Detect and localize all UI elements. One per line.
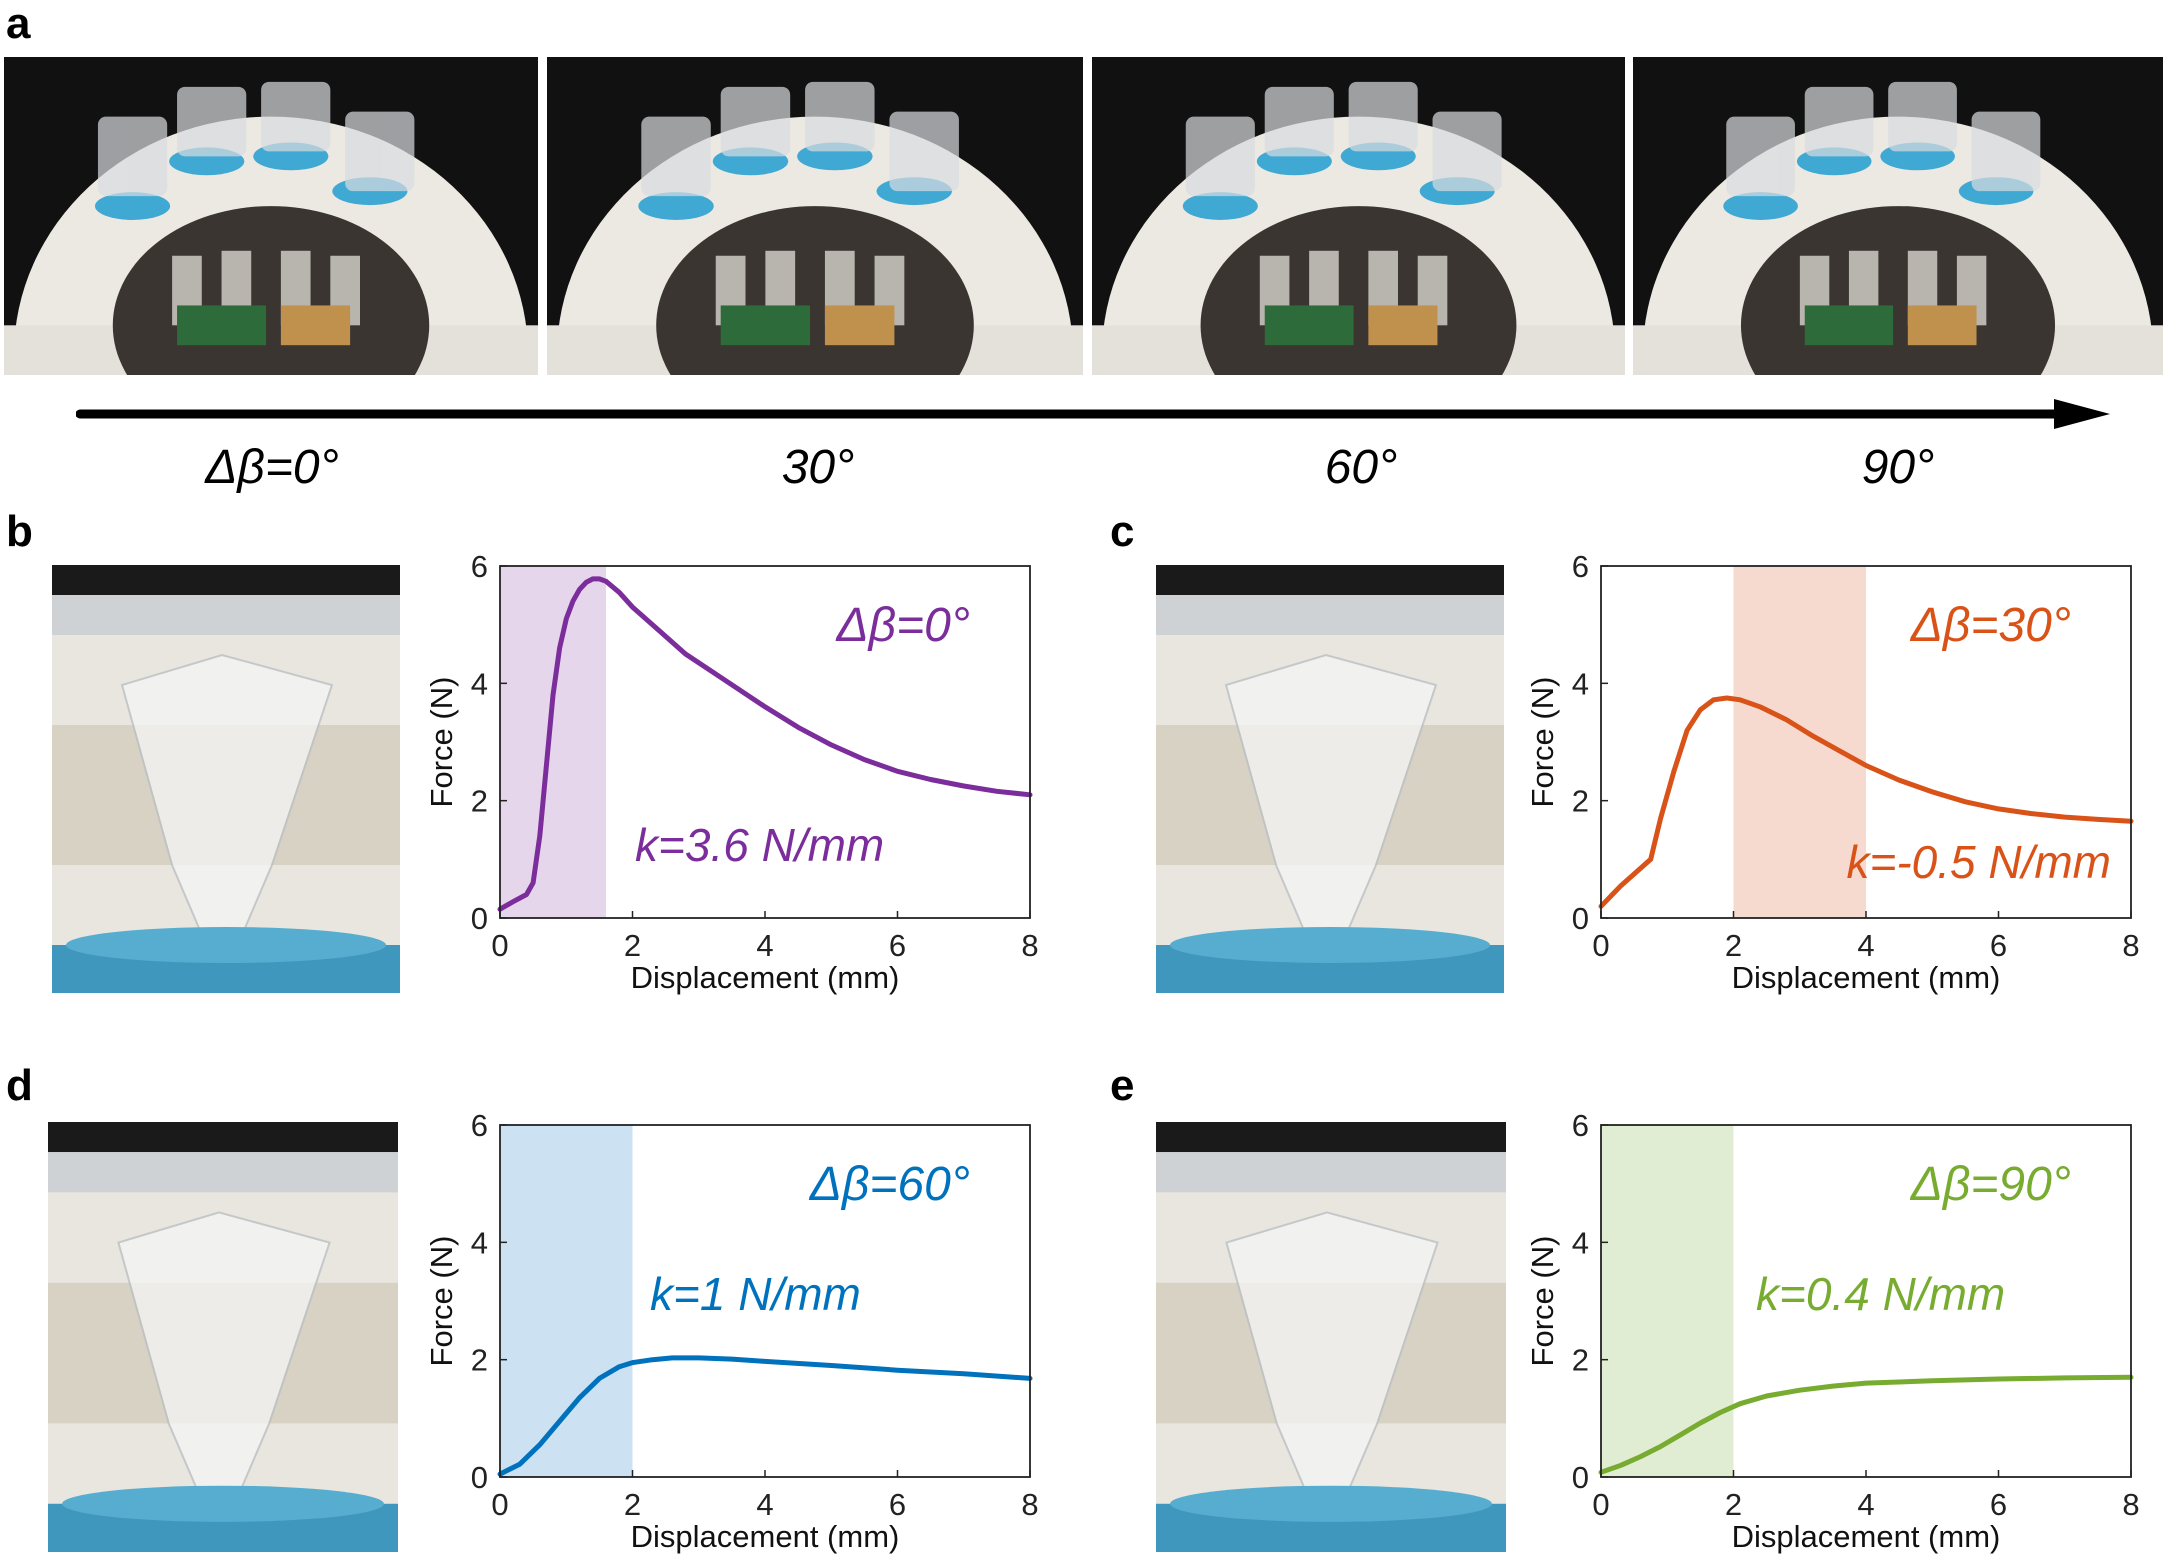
- series-annotation: Δβ=60°: [809, 1158, 970, 1211]
- y-axis-label: Force (N): [424, 1236, 459, 1367]
- shaded-region: [500, 1125, 633, 1477]
- x-tick-label: 2: [1725, 928, 1742, 963]
- x-tick-label: 8: [1021, 1487, 1038, 1522]
- axes-box: [1600, 565, 2132, 919]
- stiffness-annotation: k=-0.5 N/mm: [1846, 836, 2111, 888]
- series-line: [1598, 1374, 2134, 1475]
- sample-photo-e: [1156, 1122, 1506, 1552]
- angle-label-30: 30°: [781, 441, 855, 494]
- x-tick-label: 8: [2122, 1487, 2139, 1522]
- x-tick-label: 2: [624, 928, 641, 963]
- y-tick-label: 0: [471, 1460, 488, 1495]
- shaded-region: [1601, 1125, 1734, 1477]
- x-tick-label: 8: [1021, 928, 1038, 963]
- angle-label-0: Δβ=0°: [205, 441, 339, 494]
- y-tick-label: 6: [1572, 1108, 1589, 1143]
- series-annotation: Δβ=90°: [1910, 1158, 2071, 1211]
- series-line: [497, 576, 1033, 912]
- series-line: [497, 1355, 1033, 1477]
- device-photo-60: [1092, 57, 1625, 375]
- series-annotation: Δβ=0°: [835, 599, 970, 652]
- axes-box: [499, 565, 1031, 919]
- y-tick-label: 6: [471, 549, 488, 584]
- y-axis-label: Force (N): [424, 677, 459, 808]
- stiffness-annotation: k=3.6 N/mm: [635, 819, 884, 871]
- axes-box: [499, 1124, 1031, 1478]
- y-tick-label: 4: [471, 666, 488, 701]
- x-axis-label: Displacement (mm): [1732, 1519, 2001, 1554]
- panel-letter-c: c: [1110, 507, 1135, 556]
- axes-box: [1600, 1124, 2132, 1478]
- y-tick-label: 6: [1572, 549, 1589, 584]
- sample-photo-b: [52, 565, 400, 993]
- panel-letter-a: a: [6, 0, 31, 48]
- panel-letter-b: b: [6, 507, 33, 556]
- y-tick-label: 4: [1572, 1225, 1589, 1260]
- sample-photo-d: [48, 1122, 398, 1552]
- x-tick-label: 6: [889, 928, 906, 963]
- y-tick-label: 0: [1572, 901, 1589, 936]
- y-tick-label: 4: [471, 1225, 488, 1260]
- series-annotation: Δβ=30°: [1910, 599, 2071, 652]
- device-photo-90: [1633, 57, 2163, 375]
- y-tick-label: 6: [471, 1108, 488, 1143]
- x-tick-label: 4: [756, 928, 773, 963]
- shaded-region: [1733, 566, 1866, 918]
- panel-letter-d: d: [6, 1061, 33, 1110]
- chart-d: 0 2 4 6 8 0 2 4 6 Displacement (mm) Force (N) Δβ=60…: [424, 1108, 1039, 1554]
- x-tick-label: 8: [2122, 928, 2139, 963]
- device-photo-0: [4, 57, 538, 375]
- chart-e: 0 2 4 6 8 0 2 4 6 Displacement (mm) Force (N) Δβ=90…: [1525, 1108, 2140, 1554]
- sample-photo-c: [1156, 565, 1504, 993]
- chart-c: 0 2 4 6 8 0 2 4 6 Displacement (mm) Force (N) Δβ=30…: [1525, 549, 2140, 995]
- device-photo-30: [547, 57, 1083, 375]
- x-tick-label: 2: [1725, 1487, 1742, 1522]
- x-tick-label: 6: [1990, 1487, 2007, 1522]
- angle-label-60: 60°: [1324, 441, 1398, 494]
- x-tick-label: 0: [1592, 1487, 1609, 1522]
- y-tick-label: 2: [471, 784, 488, 819]
- x-tick-label: 6: [889, 1487, 906, 1522]
- x-axis-label: Displacement (mm): [631, 960, 900, 995]
- y-tick-label: 4: [1572, 666, 1589, 701]
- y-tick-label: 2: [1572, 784, 1589, 819]
- y-tick-label: 2: [1572, 1343, 1589, 1378]
- y-axis-label: Force (N): [1525, 677, 1560, 808]
- x-tick-label: 6: [1990, 928, 2007, 963]
- y-tick-label: 2: [471, 1343, 488, 1378]
- stiffness-annotation: k=0.4 N/mm: [1756, 1268, 2005, 1320]
- x-tick-label: 4: [1857, 928, 1874, 963]
- x-axis-label: Displacement (mm): [631, 1519, 900, 1554]
- shaded-region: [500, 566, 606, 918]
- panel-letter-e: e: [1110, 1061, 1135, 1110]
- series-line: [1598, 695, 2134, 909]
- x-tick-label: 0: [491, 1487, 508, 1522]
- y-tick-label: 0: [471, 901, 488, 936]
- x-tick-label: 0: [491, 928, 508, 963]
- chart-b: 0 2 4 6 8 0 2 4 6 Displacement (mm) Force (N) Δβ=0°…: [424, 549, 1039, 995]
- y-axis-label: Force (N): [1525, 1236, 1560, 1367]
- x-tick-label: 2: [624, 1487, 641, 1522]
- x-tick-label: 0: [1592, 928, 1609, 963]
- stiffness-annotation: k=1 N/mm: [650, 1268, 861, 1320]
- x-axis-label: Displacement (mm): [1732, 960, 2001, 995]
- angle-label-90: 90°: [1861, 441, 1935, 494]
- x-tick-label: 4: [756, 1487, 773, 1522]
- y-tick-label: 0: [1572, 1460, 1589, 1495]
- x-tick-label: 4: [1857, 1487, 1874, 1522]
- progression-arrow: [75, 397, 2111, 431]
